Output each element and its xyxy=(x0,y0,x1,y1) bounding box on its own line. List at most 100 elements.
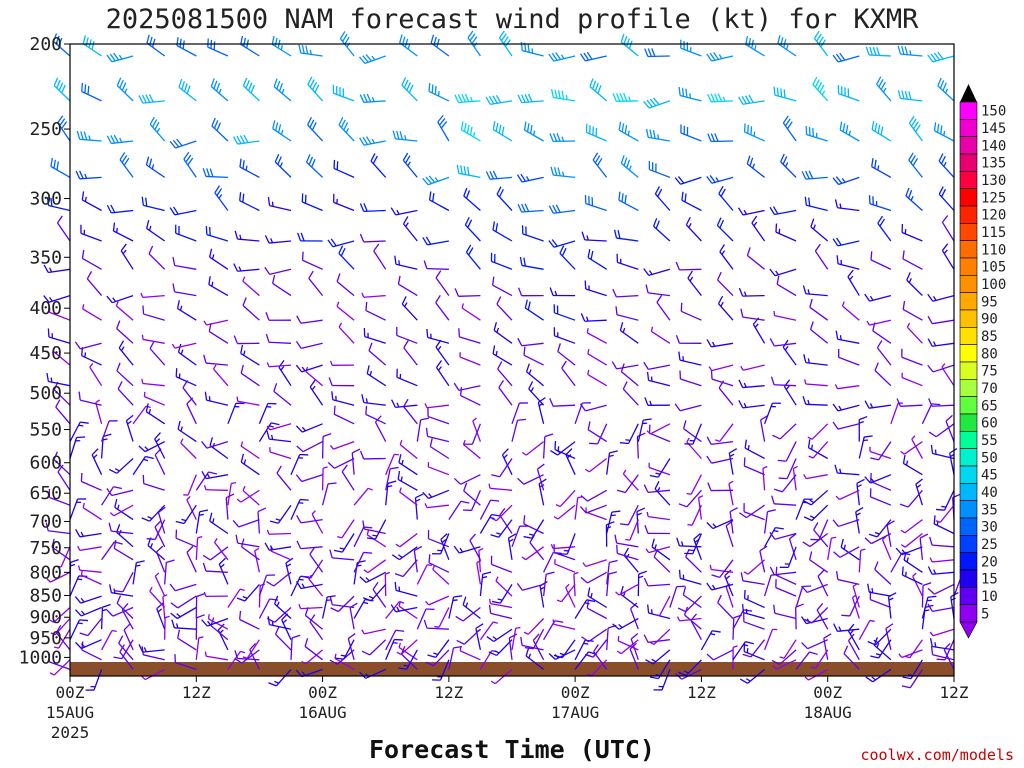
barb-staff xyxy=(870,496,892,506)
wind-barb xyxy=(391,399,418,409)
barb-flag xyxy=(760,415,769,421)
wind-barb xyxy=(780,153,797,178)
colorbar-swatch xyxy=(959,101,978,120)
barb-staff xyxy=(48,380,71,387)
wind-barb xyxy=(809,298,829,321)
wind-barb xyxy=(488,604,513,620)
barb-flag xyxy=(816,603,824,611)
wind-barb xyxy=(396,326,418,344)
barb-flag xyxy=(782,115,789,124)
wind-barb xyxy=(775,223,797,242)
barb-half-flag xyxy=(927,599,932,602)
barb-flag xyxy=(116,524,121,533)
barb-flag xyxy=(833,623,838,632)
barb-flag xyxy=(361,650,371,656)
wind-barb xyxy=(743,589,765,609)
barb-flag xyxy=(463,123,467,132)
barb-half-flag xyxy=(242,656,248,659)
barb-flag xyxy=(628,40,633,49)
barb-half-flag xyxy=(525,176,530,181)
barb-staff xyxy=(932,571,955,575)
barb-flag xyxy=(808,127,811,136)
wind-barb xyxy=(43,264,71,274)
barb-flag xyxy=(359,233,365,243)
wind-barb xyxy=(138,644,165,653)
barb-flag xyxy=(930,444,934,454)
barb-flag xyxy=(674,403,681,412)
barb-half-flag xyxy=(628,96,631,102)
barb-staff xyxy=(177,637,197,651)
barb-staff xyxy=(428,90,450,102)
barb-flag xyxy=(175,368,178,377)
barb-flag xyxy=(431,679,441,681)
barb-staff xyxy=(111,592,134,597)
barb-staff xyxy=(686,489,702,508)
barb-flag xyxy=(328,377,333,386)
barb-flag xyxy=(232,136,239,145)
wind-barb xyxy=(706,519,734,530)
barb-flag xyxy=(524,647,534,650)
barb-staff xyxy=(779,423,797,440)
barb-flag xyxy=(527,43,530,53)
wind-barb xyxy=(517,93,544,104)
wind-barb xyxy=(643,577,670,587)
barb-flag xyxy=(834,464,838,474)
barb-half-flag xyxy=(242,485,246,491)
barb-staff xyxy=(781,474,797,493)
barb-staff xyxy=(618,199,639,212)
barb-flag xyxy=(841,86,843,95)
barb-half-flag xyxy=(682,574,685,580)
barb-staff xyxy=(402,559,418,577)
wind-barb xyxy=(351,448,361,475)
barb-staff xyxy=(467,37,481,57)
barb-half-flag xyxy=(77,578,83,581)
barb-flag xyxy=(782,156,788,165)
barb-staff xyxy=(774,612,797,620)
barb-flag xyxy=(555,204,561,213)
barb-flag xyxy=(432,193,435,202)
barb-half-flag xyxy=(531,48,534,54)
barb-staff xyxy=(111,530,134,535)
wind-barb xyxy=(401,77,418,102)
barb-staff xyxy=(902,308,923,321)
barb-half-flag xyxy=(430,333,432,339)
barb-staff xyxy=(462,606,481,622)
wind-barb xyxy=(69,436,86,459)
barb-staff xyxy=(53,85,71,102)
barb-flag xyxy=(453,545,460,554)
barb-half-flag xyxy=(491,517,497,522)
barb-staff xyxy=(795,586,804,608)
barb-half-flag xyxy=(715,177,720,182)
barb-flag xyxy=(145,403,149,412)
barb-flag xyxy=(176,300,180,309)
wind-barb xyxy=(792,465,798,491)
barb-half-flag xyxy=(622,469,627,475)
wind-barb xyxy=(871,121,892,142)
barb-staff xyxy=(365,310,386,321)
barb-flag xyxy=(927,364,934,373)
barb-flag xyxy=(329,549,333,559)
wind-barb xyxy=(902,250,923,270)
barb-staff xyxy=(336,281,355,297)
wind-barb xyxy=(266,362,292,368)
wind-barb xyxy=(832,518,860,528)
barb-flag xyxy=(843,645,849,654)
wind-barb xyxy=(490,252,513,270)
barb-staff xyxy=(237,542,260,548)
barb-flag xyxy=(492,221,496,231)
barb-flag xyxy=(809,651,818,656)
barb-flag xyxy=(304,194,307,204)
barb-flag xyxy=(548,240,555,248)
barb-flag xyxy=(466,124,470,134)
barb-staff xyxy=(227,403,237,425)
barb-flag xyxy=(832,519,839,527)
barb-staff xyxy=(618,617,639,630)
barb-half-flag xyxy=(840,259,843,265)
barb-half-flag xyxy=(553,515,559,520)
wind-barb xyxy=(550,166,576,179)
barb-half-flag xyxy=(46,578,51,583)
barb-half-flag xyxy=(785,385,790,390)
barb-half-flag xyxy=(102,438,108,441)
wind-barb xyxy=(586,659,608,677)
barb-half-flag xyxy=(528,653,532,659)
